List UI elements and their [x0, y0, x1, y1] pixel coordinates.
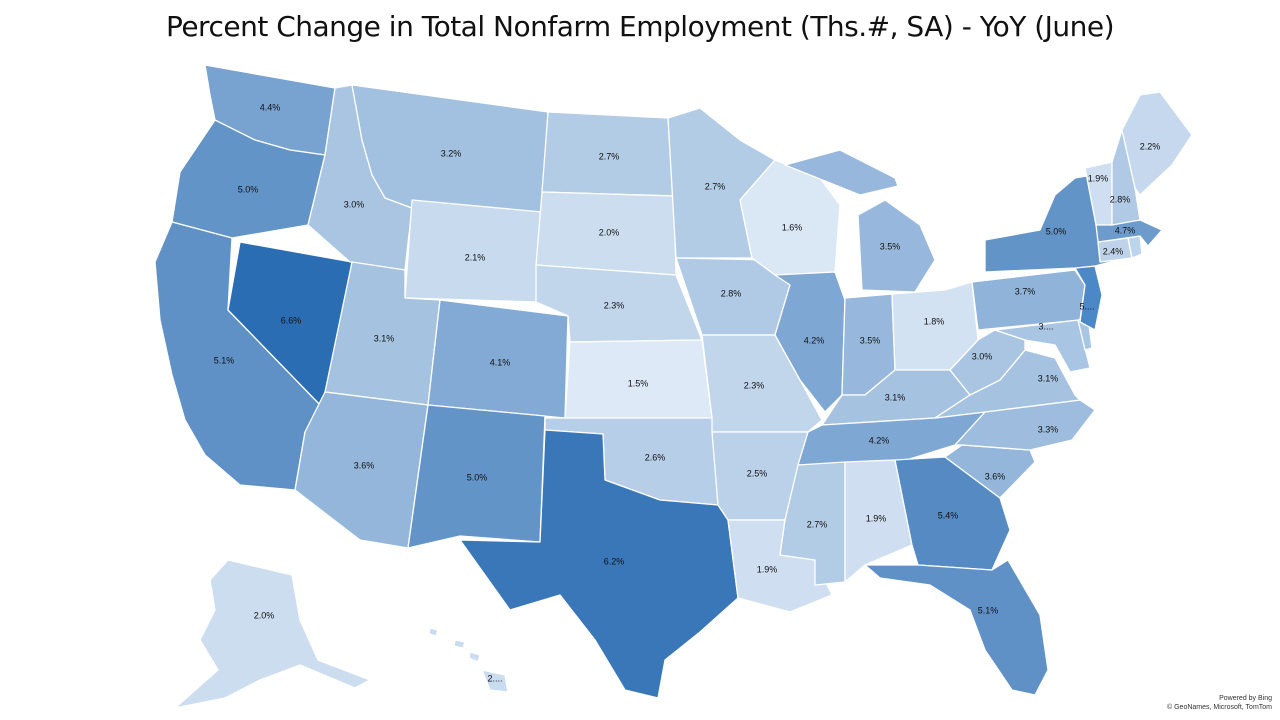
state-MI[interactable] — [784, 149, 936, 293]
label-ID: 3.0% — [344, 199, 365, 209]
label-KY: 3.1% — [885, 392, 906, 402]
credit-powered-by: Powered by Bing — [1219, 695, 1272, 702]
label-MS: 2.7% — [807, 519, 828, 529]
label-MO: 2.3% — [744, 380, 765, 390]
label-NV: 6.6% — [281, 315, 302, 325]
label-OK: 2.6% — [645, 452, 666, 462]
label-IA: 2.8% — [721, 288, 742, 298]
map-credit: Powered by Bing © GeoNames, Microsoft, T… — [1167, 694, 1272, 712]
label-ME: 2.2% — [1140, 141, 1161, 151]
state-labels: 4.4% 5.0% 5.1% 6.6% 3.0% 3.2% 2.1% 3.1% 3.6% 4.1%… — [214, 102, 1161, 683]
state-HI[interactable] — [428, 627, 509, 693]
label-MA: 4.7% — [1115, 225, 1136, 235]
label-MN: 2.7% — [705, 181, 726, 191]
state-AL[interactable] — [844, 459, 913, 583]
label-GA: 5.4% — [938, 510, 959, 520]
label-TX: 6.2% — [604, 556, 625, 566]
label-AL: 1.9% — [866, 513, 887, 523]
label-WY: 2.1% — [465, 252, 486, 262]
state-AK[interactable] — [174, 559, 371, 709]
label-KS: 1.5% — [628, 378, 649, 388]
credit-sources: © GeoNames, Microsoft, TomTom — [1167, 704, 1272, 711]
label-WI: 1.6% — [782, 222, 803, 232]
state-WI[interactable] — [739, 159, 841, 276]
label-SD: 2.0% — [599, 227, 620, 237]
label-NY: 5.0% — [1046, 226, 1067, 236]
label-SC: 3.6% — [985, 471, 1006, 481]
label-IL: 4.2% — [804, 335, 825, 345]
label-UT: 3.1% — [374, 333, 395, 343]
label-AK: 2.0% — [254, 610, 275, 620]
state-WY[interactable] — [404, 199, 543, 303]
label-AZ: 3.6% — [354, 460, 375, 470]
label-HI: 2.... — [487, 673, 502, 683]
state-ME[interactable] — [1121, 91, 1193, 196]
label-NC: 3.3% — [1038, 424, 1059, 434]
state-WV[interactable] — [949, 329, 1026, 396]
label-TN: 4.2% — [869, 435, 890, 445]
state-shapes — [154, 64, 1193, 709]
label-ND: 2.7% — [599, 151, 620, 161]
label-CT: 2.4% — [1103, 246, 1124, 256]
label-VT: 1.9% — [1088, 173, 1109, 183]
label-CA: 5.1% — [214, 355, 235, 365]
state-IL[interactable] — [774, 271, 846, 413]
label-OR: 5.0% — [238, 184, 259, 194]
state-SC[interactable] — [944, 444, 1036, 499]
label-IN: 3.5% — [860, 335, 881, 345]
label-MT: 3.2% — [441, 148, 462, 158]
label-MD: 3.... — [1038, 321, 1053, 331]
map-title: Percent Change in Total Nonfarm Employme… — [165, 10, 1115, 43]
label-NH: 2.8% — [1110, 194, 1131, 204]
label-NM: 5.0% — [467, 472, 488, 482]
label-MI: 3.5% — [880, 241, 901, 251]
state-NM[interactable] — [407, 404, 546, 549]
label-PA: 3.7% — [1015, 286, 1036, 296]
label-NE: 2.3% — [604, 300, 625, 310]
label-AR: 2.5% — [747, 468, 768, 478]
label-FL: 5.1% — [978, 605, 999, 615]
label-WA: 4.4% — [260, 102, 281, 112]
state-TX[interactable] — [459, 429, 739, 699]
state-NH[interactable] — [1111, 129, 1141, 226]
label-CO: 4.1% — [490, 357, 511, 367]
label-OH: 1.8% — [924, 316, 945, 326]
state-FL[interactable] — [864, 559, 1049, 696]
label-LA: 1.9% — [757, 564, 778, 574]
label-WV: 3.0% — [972, 351, 993, 361]
label-VA: 3.1% — [1038, 373, 1059, 383]
label-NJ: 5.... — [1079, 301, 1094, 311]
